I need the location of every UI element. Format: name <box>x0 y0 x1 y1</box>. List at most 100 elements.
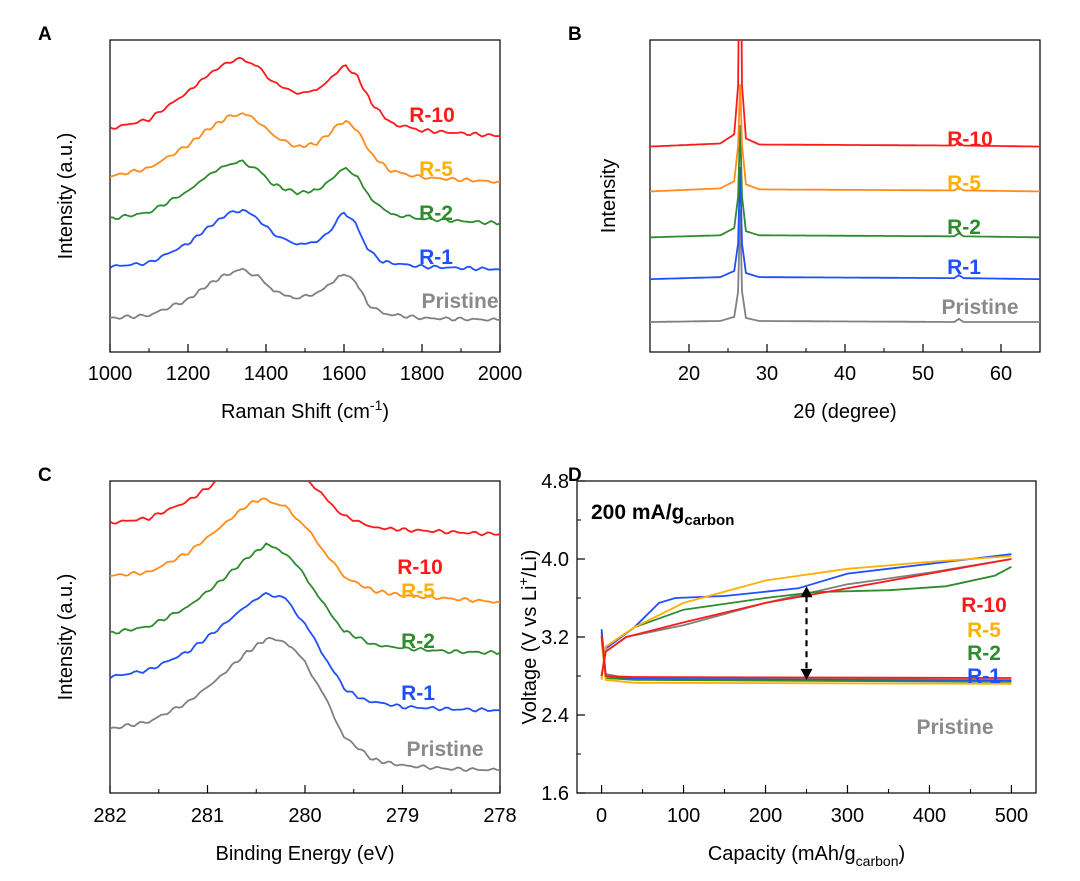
legend-label-r-2: R-2 <box>419 202 453 225</box>
legend-label-r-5: R-5 <box>401 580 435 603</box>
panel-letter: C <box>38 465 52 486</box>
x-tick-label: 278 <box>483 805 516 827</box>
series-line-r-10 <box>650 40 1040 148</box>
y-tick-label: 4.0 <box>541 549 569 571</box>
panel-letter: D <box>568 465 582 486</box>
y-axis-title-end: /Li) <box>519 550 541 578</box>
x-tick-label: 281 <box>191 805 224 827</box>
rate-annotation-sub: carbon <box>684 512 734 529</box>
x-tick-label: 100 <box>667 805 700 827</box>
charge-line-r-1 <box>600 553 1012 677</box>
series-line-r-2 <box>110 542 500 656</box>
y-axis-title-text: Voltage (V vs Li <box>519 586 541 725</box>
panel-c: C 282 281 280 279 278 Binding Energy (eV) Inten… <box>38 465 517 865</box>
discharge-line-r-10 <box>600 634 1012 679</box>
x-tick-label: 1800 <box>400 363 445 385</box>
arrow-head-down <box>800 668 813 680</box>
y-tick-label: 1.6 <box>541 783 569 805</box>
series-lines <box>600 553 1012 685</box>
y-axis-title-text: Intensity (a.u.) <box>55 574 77 701</box>
x-tick-label: 1000 <box>88 363 133 385</box>
charge-line-r-5 <box>600 555 1012 681</box>
legend-label-r-5: R-5 <box>947 172 981 195</box>
legend-label-r-10: R-10 <box>397 556 443 579</box>
series-line-r-2 <box>650 125 1040 239</box>
series-line-r-2 <box>110 159 500 226</box>
series-line-r-1 <box>110 208 500 272</box>
x-tick-label: 40 <box>834 363 856 385</box>
x-tick-label: 0 <box>596 805 607 827</box>
y-axis-title: Voltage (V vs Li+/Li) <box>515 550 541 725</box>
x-axis-title-sup: -1 <box>370 397 383 413</box>
series-line-r-1 <box>650 166 1040 281</box>
series-line-pristine <box>650 209 1040 323</box>
series-line-r-5 <box>650 84 1040 193</box>
series-lines <box>110 481 500 772</box>
legend-label-pristine: Pristine <box>406 738 483 761</box>
series-line-r-5 <box>110 112 500 184</box>
legend-label-r-2: R-2 <box>401 630 435 653</box>
legend-label-r-2: R-2 <box>947 216 981 239</box>
y-axis-title: Intensity <box>598 159 620 233</box>
legend-label-pristine: Pristine <box>941 296 1018 319</box>
series-lines <box>110 56 500 322</box>
panel-b: B 20 30 40 50 60 2θ (degree) Intensity Pristine R… <box>568 24 1041 423</box>
x-tick-label: 282 <box>93 805 126 827</box>
y-tick-label: 3.2 <box>541 627 569 649</box>
y-axis-title-text: Intensity <box>598 159 620 233</box>
legend-label-r-1: R-1 <box>419 246 453 269</box>
x-tick-label: 1600 <box>322 363 367 385</box>
x-tick-label: 279 <box>386 805 419 827</box>
x-tick-label: 200 <box>749 805 782 827</box>
x-axis-title-end: ) <box>898 843 905 865</box>
legend-label-pristine: Pristine <box>916 716 993 739</box>
x-axis-title: Capacity (mAh/gcarbon) <box>708 843 905 869</box>
legend-label-pristine: Pristine <box>421 290 498 313</box>
x-tick-label: 500 <box>995 805 1028 827</box>
panel-a: A 1000 1200 1400 1600 1800 2000 Raman Shift (cm… <box>38 24 522 423</box>
legend-label-r-1: R-1 <box>967 665 1001 688</box>
series-line-r-10 <box>110 56 500 138</box>
y-axis-title-sup: + <box>515 577 531 585</box>
legend-label-r-10: R-10 <box>409 104 455 127</box>
x-axis-title: 2θ (degree) <box>793 401 896 423</box>
x-axis-title-sub: carbon <box>856 853 899 869</box>
x-tick-label: 300 <box>831 805 864 827</box>
x-axis-title-text: Binding Energy (eV) <box>216 843 395 865</box>
x-axis-title-text: 2θ (degree) <box>793 401 896 423</box>
legend-label-r-1: R-1 <box>947 256 981 279</box>
legend-label-r-5: R-5 <box>419 158 453 181</box>
series-line-r-10 <box>110 481 500 537</box>
series-lines <box>650 40 1040 323</box>
arrow-head-up <box>800 586 813 598</box>
panel-letter: B <box>568 24 582 45</box>
legend-label-r-10: R-10 <box>947 128 993 151</box>
y-tick-label: 2.4 <box>541 705 569 727</box>
charge-line-r-10 <box>600 558 1012 677</box>
series-line-r-1 <box>110 591 500 713</box>
x-axis-title: Binding Energy (eV) <box>216 843 395 865</box>
y-axis-title-text: Intensity (a.u.) <box>55 133 77 260</box>
x-tick-label: 60 <box>990 363 1012 385</box>
y-tick-label: 4.8 <box>541 471 569 493</box>
x-tick-label: 50 <box>912 363 934 385</box>
rate-annotation: 200 mA/gcarbon <box>591 501 734 529</box>
panel-d: D 0 100 200 300 400 500 1.6 2.4 3.2 4.0 4.8 Capacity… <box>515 465 1037 869</box>
rate-annotation-text: 200 mA/g <box>591 501 684 524</box>
x-tick-label: 20 <box>678 363 700 385</box>
x-axis-title: Raman Shift (cm-1) <box>221 397 389 423</box>
panel-letter: A <box>38 24 52 45</box>
x-axis-title-text: Raman Shift (cm <box>221 401 370 423</box>
y-axis-title: Intensity (a.u.) <box>55 574 77 701</box>
legend-label-r-2: R-2 <box>967 642 1001 665</box>
y-axis-title: Intensity (a.u.) <box>55 133 77 260</box>
x-axis-title-text: Capacity (mAh/g <box>708 843 856 865</box>
x-tick-label: 30 <box>756 363 778 385</box>
x-tick-label: 1200 <box>166 363 211 385</box>
series-line-pristine <box>110 636 500 772</box>
legend-label-r-1: R-1 <box>401 682 435 705</box>
legend-label-r-10: R-10 <box>961 594 1007 617</box>
x-tick-label: 280 <box>288 805 321 827</box>
x-tick-label: 400 <box>913 805 946 827</box>
